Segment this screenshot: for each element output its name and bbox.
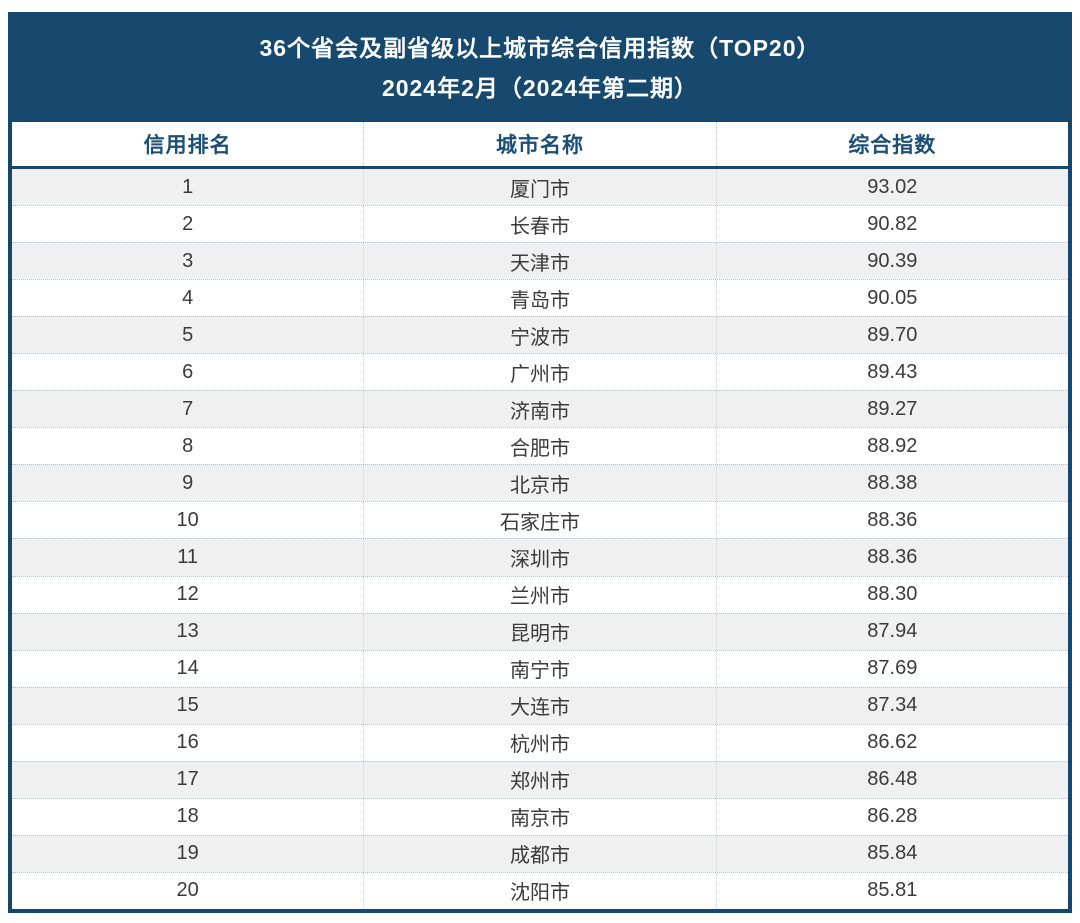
city-cell: 长春市 [363, 206, 715, 243]
index-cell: 90.05 [715, 280, 1068, 317]
index-cell: 89.70 [715, 317, 1068, 354]
index-cell: 88.36 [715, 502, 1068, 539]
rank-cell: 20 [176, 879, 199, 902]
table-row: 14 南宁市 87.69 [12, 649, 1068, 687]
table-row: 13 昆明市 87.94 [12, 612, 1068, 650]
index-cell: 88.38 [715, 465, 1068, 502]
city-cell: 天津市 [363, 243, 715, 280]
table-body: 1 厦门市 93.02 2 长春市 90.82 3 天津市 90.39 4 青岛… [12, 169, 1068, 909]
rank-cell: 6 [182, 360, 194, 383]
index-cell: 87.69 [715, 650, 1068, 687]
rank-cell: 7 [182, 397, 194, 420]
table-row: 12 兰州市 88.30 [12, 575, 1068, 613]
report-title-banner: 36个省会及副省级以上城市综合信用指数（TOP20） 2024年2月（2024年… [12, 16, 1068, 122]
rank-cell: 16 [176, 731, 199, 754]
rank-cell: 13 [176, 620, 199, 643]
city-cell: 郑州市 [363, 761, 715, 798]
city-cell: 广州市 [363, 354, 715, 391]
rank-cell: 2 [182, 212, 194, 235]
rank-cell: 12 [176, 583, 199, 606]
index-cell: 85.84 [715, 835, 1068, 872]
table-row: 7 济南市 89.27 [12, 390, 1068, 428]
city-cell: 青岛市 [363, 280, 715, 317]
city-cell: 济南市 [363, 391, 715, 428]
table-row: 3 天津市 90.39 [12, 242, 1068, 280]
table-row: 4 青岛市 90.05 [12, 279, 1068, 317]
city-cell: 南京市 [363, 798, 715, 835]
table-row: 2 长春市 90.82 [12, 205, 1068, 243]
index-cell: 87.34 [715, 687, 1068, 724]
table-row: 6 广州市 89.43 [12, 353, 1068, 391]
city-cell: 杭州市 [363, 724, 715, 761]
table-row: 15 大连市 87.34 [12, 686, 1068, 724]
report-title: 36个省会及副省级以上城市综合信用指数（TOP20） [259, 35, 821, 62]
rank-cell: 8 [182, 434, 194, 457]
rank-cell: 11 [177, 545, 199, 568]
table-row: 19 成都市 85.84 [12, 834, 1068, 872]
city-cell: 石家庄市 [363, 502, 715, 539]
city-cell: 兰州市 [363, 576, 715, 613]
index-cell: 85.81 [715, 872, 1068, 909]
column-header-rank: 信用排名 [143, 134, 232, 157]
index-cell: 93.02 [715, 169, 1068, 206]
city-cell: 昆明市 [363, 613, 715, 650]
table-row: 11 深圳市 88.36 [12, 538, 1068, 576]
rank-cell: 15 [176, 694, 199, 717]
index-cell: 88.92 [715, 428, 1068, 465]
city-cell: 合肥市 [363, 428, 715, 465]
table-row: 17 郑州市 86.48 [12, 760, 1068, 798]
index-cell: 86.28 [715, 798, 1068, 835]
table-row: 18 南京市 86.28 [12, 797, 1068, 835]
rank-cell: 9 [182, 471, 194, 494]
city-cell: 北京市 [363, 465, 715, 502]
table-header-row: 信用排名 城市名称 综合指数 [12, 122, 1068, 169]
city-cell: 厦门市 [363, 169, 715, 206]
rank-cell: 5 [182, 323, 194, 346]
credit-index-report-table: 36个省会及副省级以上城市综合信用指数（TOP20） 2024年2月（2024年… [8, 12, 1072, 913]
index-cell: 88.30 [715, 576, 1068, 613]
rank-cell: 17 [176, 768, 199, 791]
rank-cell: 14 [176, 657, 199, 680]
table-row: 20 沈阳市 85.81 [12, 871, 1068, 909]
column-header-index: 综合指数 [715, 122, 1068, 166]
index-cell: 90.82 [715, 206, 1068, 243]
rank-cell: 19 [176, 842, 199, 865]
index-cell: 89.27 [715, 391, 1068, 428]
city-cell: 南宁市 [363, 650, 715, 687]
city-cell: 沈阳市 [363, 872, 715, 909]
city-cell: 成都市 [363, 835, 715, 872]
table-row: 8 合肥市 88.92 [12, 427, 1068, 465]
index-cell: 86.62 [715, 724, 1068, 761]
rank-cell: 10 [176, 508, 199, 531]
index-cell: 89.43 [715, 354, 1068, 391]
city-cell: 大连市 [363, 687, 715, 724]
index-cell: 87.94 [715, 613, 1068, 650]
index-cell: 90.39 [715, 243, 1068, 280]
table-row: 1 厦门市 93.02 [12, 169, 1068, 206]
rank-cell: 3 [182, 249, 194, 272]
column-header-city: 城市名称 [363, 122, 715, 166]
table-row: 5 宁波市 89.70 [12, 316, 1068, 354]
table-row: 9 北京市 88.38 [12, 464, 1068, 502]
rank-cell: 4 [182, 286, 194, 309]
rank-cell: 1 [182, 175, 194, 198]
table-row: 16 杭州市 86.62 [12, 723, 1068, 761]
index-cell: 88.36 [715, 539, 1068, 576]
report-subtitle: 2024年2月（2024年第二期） [381, 75, 699, 101]
table-row: 10 石家庄市 88.36 [12, 501, 1068, 539]
city-cell: 深圳市 [363, 539, 715, 576]
city-cell: 宁波市 [363, 317, 715, 354]
index-cell: 86.48 [715, 761, 1068, 798]
rank-cell: 18 [176, 805, 199, 828]
